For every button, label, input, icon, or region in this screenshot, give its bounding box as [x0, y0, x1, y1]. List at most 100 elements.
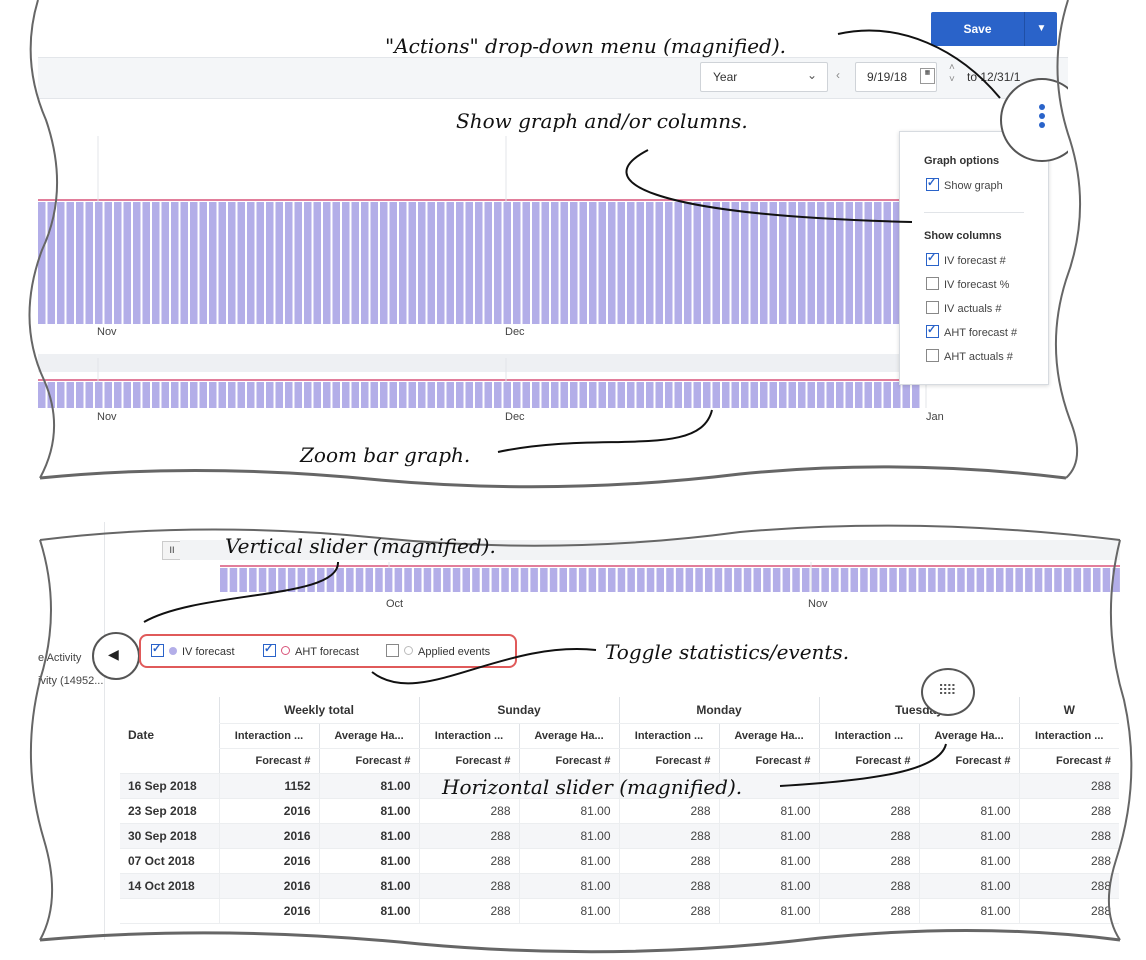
- column-toggle-iv-forecast-pct[interactable]: IV forecast %: [926, 277, 1009, 291]
- iv-forecast-bar: [855, 202, 863, 324]
- iv-forecast-bar: [332, 202, 340, 324]
- column-header[interactable]: Average Ha...: [718, 723, 819, 749]
- previous-period-icon[interactable]: ‹: [836, 68, 840, 82]
- iv-forecast-bar: [452, 568, 461, 592]
- iv-forecast-bar: [503, 202, 511, 324]
- table-cell: 81.00: [718, 898, 819, 924]
- iv-forecast-bar: [501, 568, 509, 592]
- iv-forecast-bar: [1034, 568, 1043, 592]
- iv-forecast-bar: [66, 202, 74, 324]
- checkbox-icon: [926, 323, 939, 338]
- iv-forecast-bar: [394, 568, 403, 592]
- table-row[interactable]: 30 Sep 2018 2016 81.00 288 81.00 288 81.00 288 8…: [120, 823, 1119, 849]
- table-row[interactable]: 14 Oct 2018 2016 81.00 288 81.00 288 81.00 288 8…: [120, 873, 1119, 899]
- iv-forecast-bar: [304, 202, 312, 324]
- mini-bar-chart[interactable]: Oct Nov: [180, 562, 1120, 612]
- table-cell: 81.00: [718, 848, 819, 874]
- iv-forecast-bar: [893, 202, 901, 324]
- column-toggle-label: AHT forecast #: [944, 327, 1018, 339]
- iv-forecast-bar: [811, 568, 820, 592]
- show-graph-checkbox[interactable]: Show graph: [926, 176, 1003, 192]
- iv-forecast-bar: [389, 382, 397, 408]
- iv-forecast-bar: [666, 568, 674, 592]
- table-cell: 2016: [218, 848, 319, 874]
- iv-forecast-bar: [1025, 568, 1033, 592]
- zoom-bar-graph[interactable]: Nov Dec Jan: [38, 358, 998, 430]
- iv-forecast-bar: [559, 568, 567, 592]
- column-header[interactable]: Average Ha...: [518, 723, 619, 749]
- x-tick-label: Nov: [808, 598, 828, 610]
- table-cell: 2016: [218, 823, 319, 849]
- forecast-bar-chart: Nov Dec: [38, 136, 918, 346]
- iv-forecast-bar: [472, 568, 480, 592]
- column-header[interactable]: Interaction ...: [1018, 723, 1119, 749]
- pause-icon[interactable]: II: [162, 541, 182, 560]
- applied-events-toggle[interactable]: Applied events: [386, 644, 490, 658]
- iv-forecast-bar: [779, 202, 787, 324]
- column-header[interactable]: Interaction ...: [218, 723, 319, 749]
- iv-forecast-bar: [313, 202, 321, 324]
- date-column-header[interactable]: Date: [120, 697, 219, 774]
- iv-forecast-bar: [821, 568, 829, 592]
- iv-forecast-bar: [475, 382, 483, 408]
- iv-forecast-bar: [928, 568, 936, 592]
- calendar-icon[interactable]: ▦: [920, 68, 935, 84]
- activity-item[interactable]: e Activity: [38, 652, 82, 664]
- table-row[interactable]: 2016 81.00 288 81.00 288 81.00 288 81.00 288: [120, 898, 1119, 924]
- iv-forecast-bar: [966, 568, 975, 592]
- date-stepper-icon[interactable]: ˄ ˅: [949, 62, 955, 85]
- column-toggle-iv-actuals[interactable]: IV actuals #: [926, 301, 1001, 315]
- column-header[interactable]: Interaction ...: [618, 723, 719, 749]
- save-button[interactable]: Save ▼: [931, 12, 1057, 46]
- iv-forecast-bar: [323, 382, 331, 408]
- iv-forecast-bar: [617, 382, 625, 408]
- aht-forecast-toggle[interactable]: AHT forecast: [263, 642, 359, 658]
- table-cell: 81.00: [518, 823, 619, 849]
- iv-forecast-bar: [511, 568, 519, 592]
- period-select[interactable]: Year ⌄: [700, 62, 828, 92]
- iv-forecast-bar: [722, 202, 730, 324]
- row-date: 07 Oct 2018: [120, 848, 219, 874]
- iv-forecast-bar: [190, 202, 198, 324]
- checkbox-icon: [151, 642, 164, 657]
- table-cell: 81.00: [918, 848, 1019, 874]
- iv-forecast-bar: [199, 382, 207, 408]
- column-header[interactable]: Interaction ...: [818, 723, 919, 749]
- horizontal-slider-button[interactable]: ⠿⠿: [921, 668, 975, 716]
- checkbox-icon: [926, 277, 939, 290]
- column-header[interactable]: Interaction ...: [418, 723, 519, 749]
- iv-forecast-bar: [883, 382, 891, 408]
- table-cell: 81.00: [918, 898, 1019, 924]
- iv-forecast-bar: [256, 382, 264, 408]
- iv-forecast-bar: [836, 382, 844, 408]
- iv-forecast-bar: [384, 568, 393, 592]
- activity-item[interactable]: ivity (14952...: [38, 675, 104, 687]
- unit-header: Forecast #: [818, 748, 919, 774]
- show-graph-label: Show graph: [944, 180, 1003, 192]
- iv-forecast-bar: [171, 202, 179, 324]
- table-row[interactable]: 23 Sep 2018 2016 81.00 288 81.00 288 81.00 288 8…: [120, 798, 1119, 824]
- iv-forecast-bar: [826, 382, 834, 408]
- table-cell: 288: [1018, 873, 1119, 899]
- iv-forecast-bar: [957, 568, 965, 592]
- iv-forecast-bar: [864, 202, 872, 324]
- callout-horizontal-slider: Horizontal slider (magnified).: [442, 775, 743, 799]
- save-dropdown-button[interactable]: ▼: [1024, 12, 1058, 46]
- iv-forecast-bar: [636, 202, 644, 324]
- table-row[interactable]: 07 Oct 2018 2016 81.00 288 81.00 288 81.00 288 8…: [120, 848, 1119, 874]
- column-toggle-aht-actuals[interactable]: AHT actuals #: [926, 349, 1013, 363]
- column-header[interactable]: Average Ha...: [918, 723, 1019, 749]
- group-header-weekly-total: Weekly total: [218, 697, 419, 724]
- vertical-slider-button[interactable]: ◀: [92, 632, 140, 680]
- column-toggle-iv-forecast-count[interactable]: IV forecast #: [926, 251, 1006, 267]
- iv-forecast-bar: [433, 568, 441, 592]
- column-header[interactable]: Average Ha...: [318, 723, 419, 749]
- column-toggle-aht-forecast[interactable]: AHT forecast #: [926, 323, 1018, 339]
- iv-forecast-bar: [627, 568, 635, 592]
- iv-forecast-bar: [437, 202, 445, 324]
- unit-header: Forecast #: [318, 748, 419, 774]
- iv-forecast-toggle[interactable]: IV forecast: [151, 642, 235, 658]
- zoom-bar-track[interactable]: [38, 354, 918, 372]
- iv-forecast-bar: [522, 202, 530, 324]
- start-date-input[interactable]: 9/19/18 ▦: [855, 62, 937, 92]
